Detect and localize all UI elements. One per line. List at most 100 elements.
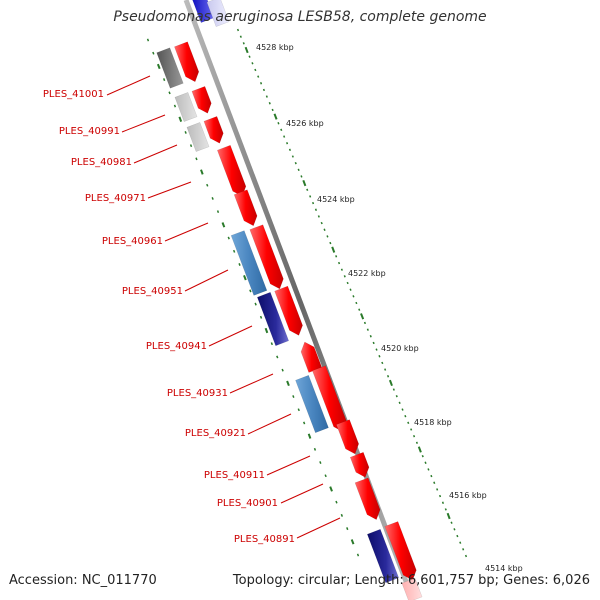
scale-tick (375, 348, 378, 351)
scale-tick (407, 421, 410, 425)
gene-label[interactable]: PLES_40941 (146, 341, 207, 352)
scale-tick (372, 341, 375, 345)
gene-arrow[interactable] (156, 47, 184, 89)
leader-line (247, 413, 292, 435)
gene-arrow[interactable] (249, 224, 284, 290)
genome-title: Pseudomonas aeruginosa LESB58, complete … (113, 9, 487, 25)
gene-label[interactable]: PLES_40921 (185, 428, 246, 439)
scale-tick (244, 46, 249, 54)
feature-tick (356, 553, 360, 557)
gene-arrow[interactable] (384, 521, 417, 581)
scale-tick (464, 554, 468, 558)
feature-tick-track (146, 38, 360, 557)
feature-tick (254, 302, 257, 306)
gene-label[interactable]: PLES_40931 (167, 388, 228, 399)
gene-arrow[interactable] (203, 116, 224, 144)
feature-tick (178, 116, 183, 122)
gene-arrow[interactable] (349, 451, 370, 478)
scale-tick (242, 42, 245, 45)
scale-tick (404, 414, 407, 418)
feature-tick (259, 315, 263, 319)
gene-arrow[interactable] (256, 291, 290, 347)
feature-tick (329, 486, 333, 492)
gene-arrow[interactable] (274, 285, 303, 336)
scale-tick (450, 521, 453, 524)
gene-label[interactable]: PLES_40951 (122, 286, 183, 297)
leader-line (184, 269, 229, 292)
scale-tick (306, 188, 309, 191)
feature-tick (243, 275, 247, 281)
scale-tick (401, 408, 404, 411)
scale-tick (288, 148, 292, 152)
leader-line (208, 325, 253, 347)
genome-summary-text: Topology: circular; Length: 6,601,757 bp… (232, 573, 590, 588)
gene-label[interactable]: PLES_40971 (85, 193, 146, 204)
feature-tick (340, 513, 344, 517)
scale-tick (453, 528, 456, 531)
gene-label[interactable]: PLES_40961 (102, 236, 163, 247)
leader-line (266, 455, 311, 476)
gene-arrow[interactable] (230, 230, 268, 296)
gene-arrow[interactable] (336, 419, 359, 455)
scale-tick (369, 335, 372, 338)
gene-features (156, 0, 423, 600)
gene-label[interactable]: PLES_40911 (204, 470, 265, 481)
scale-tick (388, 379, 393, 387)
scale-tick (355, 301, 358, 305)
scale-tick (326, 235, 329, 238)
gene-label[interactable]: PLES_40891 (234, 534, 295, 545)
gene-arrow[interactable] (354, 477, 381, 520)
scale-tick (456, 534, 459, 538)
gene-arrow[interactable] (233, 189, 258, 227)
feature-tick (152, 51, 155, 55)
scale-tick (277, 122, 280, 125)
scale-tick (436, 488, 439, 491)
leader-line (147, 181, 192, 199)
scale-tick (236, 28, 240, 32)
scale-tick (446, 512, 451, 520)
gene-arrow[interactable] (174, 92, 198, 122)
feature-tick (206, 183, 209, 187)
scale-tick (392, 388, 395, 391)
scale-tick (417, 446, 422, 453)
feature-tick (200, 169, 204, 175)
feature-tick (346, 527, 349, 531)
scale-tick (300, 175, 303, 178)
leader-line (121, 114, 166, 133)
scale-tick (410, 428, 413, 431)
kbp-label: 4518 kbp (414, 418, 452, 427)
gene-arrow[interactable] (191, 86, 212, 114)
scale-tick (337, 261, 341, 265)
gene-arrow[interactable] (401, 577, 423, 600)
gene-arrow[interactable] (295, 374, 329, 434)
scale-tick (340, 268, 343, 271)
gene-label[interactable]: PLES_40991 (59, 126, 120, 137)
gene-label[interactable]: PLES_40981 (71, 157, 132, 168)
scale-tick (384, 368, 387, 371)
scale-tick (358, 308, 361, 311)
scale-tick (360, 313, 365, 320)
scale-tick (251, 62, 254, 65)
gene-arrow[interactable] (174, 41, 200, 83)
scale-tick (352, 295, 355, 298)
feature-tick (350, 539, 355, 545)
scale-tick (297, 168, 300, 172)
feature-tick (146, 38, 150, 42)
scale-tick (314, 208, 318, 211)
gene-arrow[interactable] (186, 122, 210, 152)
gene-label[interactable]: PLES_41001 (43, 89, 104, 100)
kbp-label: 4516 kbp (449, 491, 487, 500)
scale-tick (349, 288, 352, 291)
gene-arrow[interactable] (300, 341, 323, 373)
gene-arrow[interactable] (366, 528, 400, 584)
kbp-label: 4528 kbp (256, 43, 294, 52)
scale-tick (273, 113, 278, 120)
feature-tick (307, 433, 312, 439)
kbp-label: 4514 kbp (485, 564, 523, 573)
gene-label[interactable]: PLES_40901 (217, 498, 278, 509)
feature-tick (238, 263, 241, 266)
gene-arrow[interactable] (206, 0, 230, 27)
scale-tick (302, 179, 307, 187)
leader-line (296, 517, 341, 539)
feature-tick (227, 236, 230, 240)
